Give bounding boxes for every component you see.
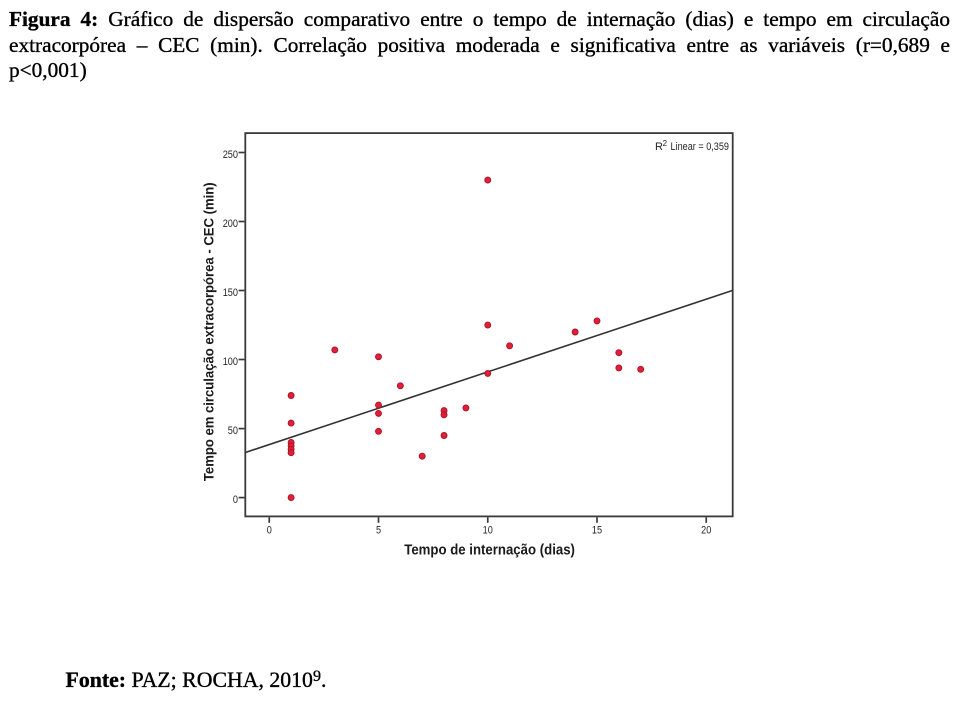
svg-text:Linear = 0,359: Linear = 0,359	[671, 141, 730, 153]
svg-text:Tempo em circulação extracorpó: Tempo em circulação extracorpórea - CEC …	[201, 182, 217, 481]
svg-text:R: R	[655, 141, 663, 153]
svg-text:150: 150	[223, 287, 238, 299]
svg-text:0: 0	[267, 525, 272, 537]
svg-text:20: 20	[701, 525, 711, 537]
svg-text:10: 10	[483, 525, 493, 537]
svg-text:Tempo de internação (dias): Tempo de internação (dias)	[404, 542, 575, 558]
svg-text:5: 5	[376, 525, 381, 537]
svg-text:15: 15	[592, 525, 602, 537]
svg-text:0: 0	[233, 494, 238, 506]
svg-text:2: 2	[663, 139, 668, 148]
svg-text:250: 250	[223, 149, 238, 161]
svg-text:200: 200	[223, 218, 238, 230]
svg-text:100: 100	[223, 356, 238, 368]
svg-text:50: 50	[228, 425, 238, 437]
